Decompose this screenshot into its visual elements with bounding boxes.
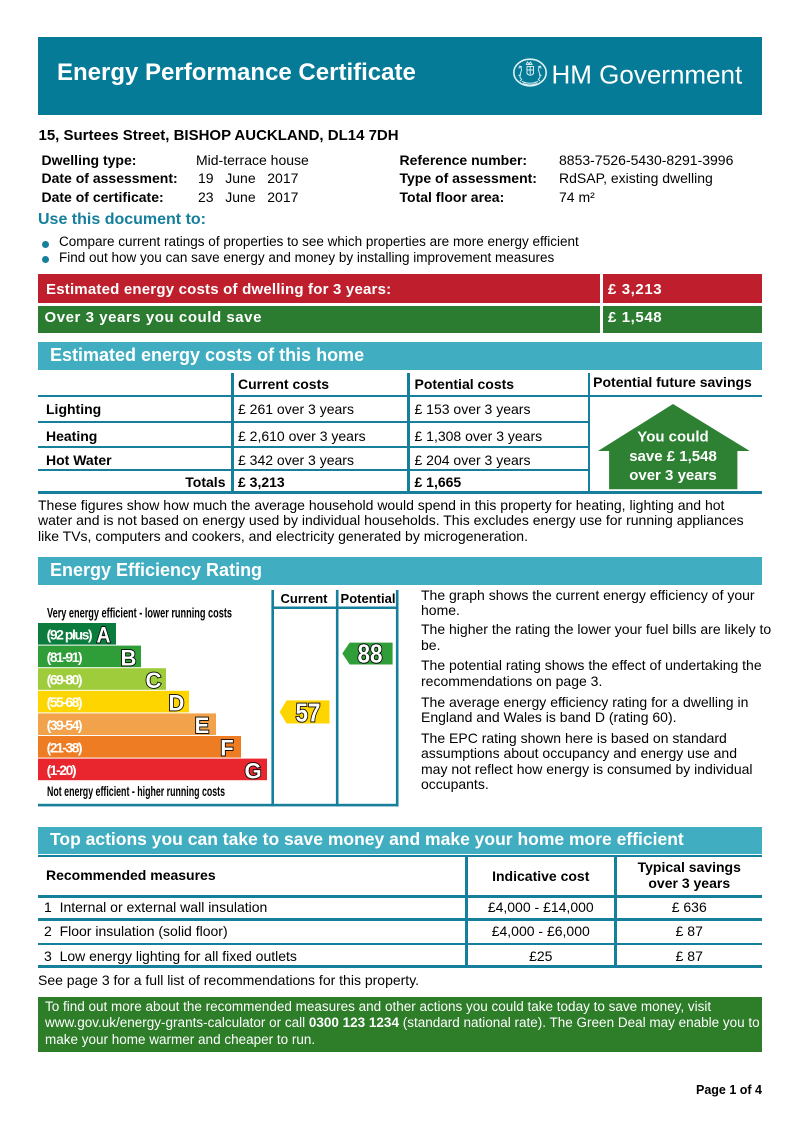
svg-text:E: E: [195, 713, 210, 738]
svg-text:C: C: [146, 668, 162, 693]
svg-text:(92 plus): (92 plus): [47, 626, 93, 642]
svg-text:A: A: [97, 623, 111, 648]
svg-text:Very energy efficient - lower: Very energy efficient - lower running co…: [47, 605, 232, 621]
svg-text:57: 57: [296, 699, 321, 727]
svg-text:G: G: [244, 758, 261, 783]
svg-text:(1-20): (1-20): [47, 762, 77, 778]
svg-text:F: F: [220, 736, 233, 761]
svg-text:(69-80): (69-80): [47, 672, 83, 688]
svg-text:(81-91): (81-91): [47, 649, 83, 665]
svg-text:You could: You could: [637, 429, 708, 446]
svg-text:over 3 years: over 3 years: [629, 467, 717, 484]
svg-text:88: 88: [358, 641, 383, 669]
svg-text:Not energy efficient - higher: Not energy efficient - higher running co…: [47, 783, 225, 799]
svg-text:B: B: [121, 645, 137, 670]
svg-text:(21-38): (21-38): [47, 739, 83, 755]
svg-text:(55-68): (55-68): [47, 694, 83, 710]
svg-text:Potential: Potential: [341, 591, 396, 606]
svg-text:D: D: [169, 691, 185, 716]
svg-text:Current: Current: [281, 591, 329, 606]
svg-text:HM Government: HM Government: [552, 60, 743, 90]
svg-text:(39-54): (39-54): [47, 717, 83, 733]
svg-text:save £ 1,548: save £ 1,548: [629, 448, 717, 465]
